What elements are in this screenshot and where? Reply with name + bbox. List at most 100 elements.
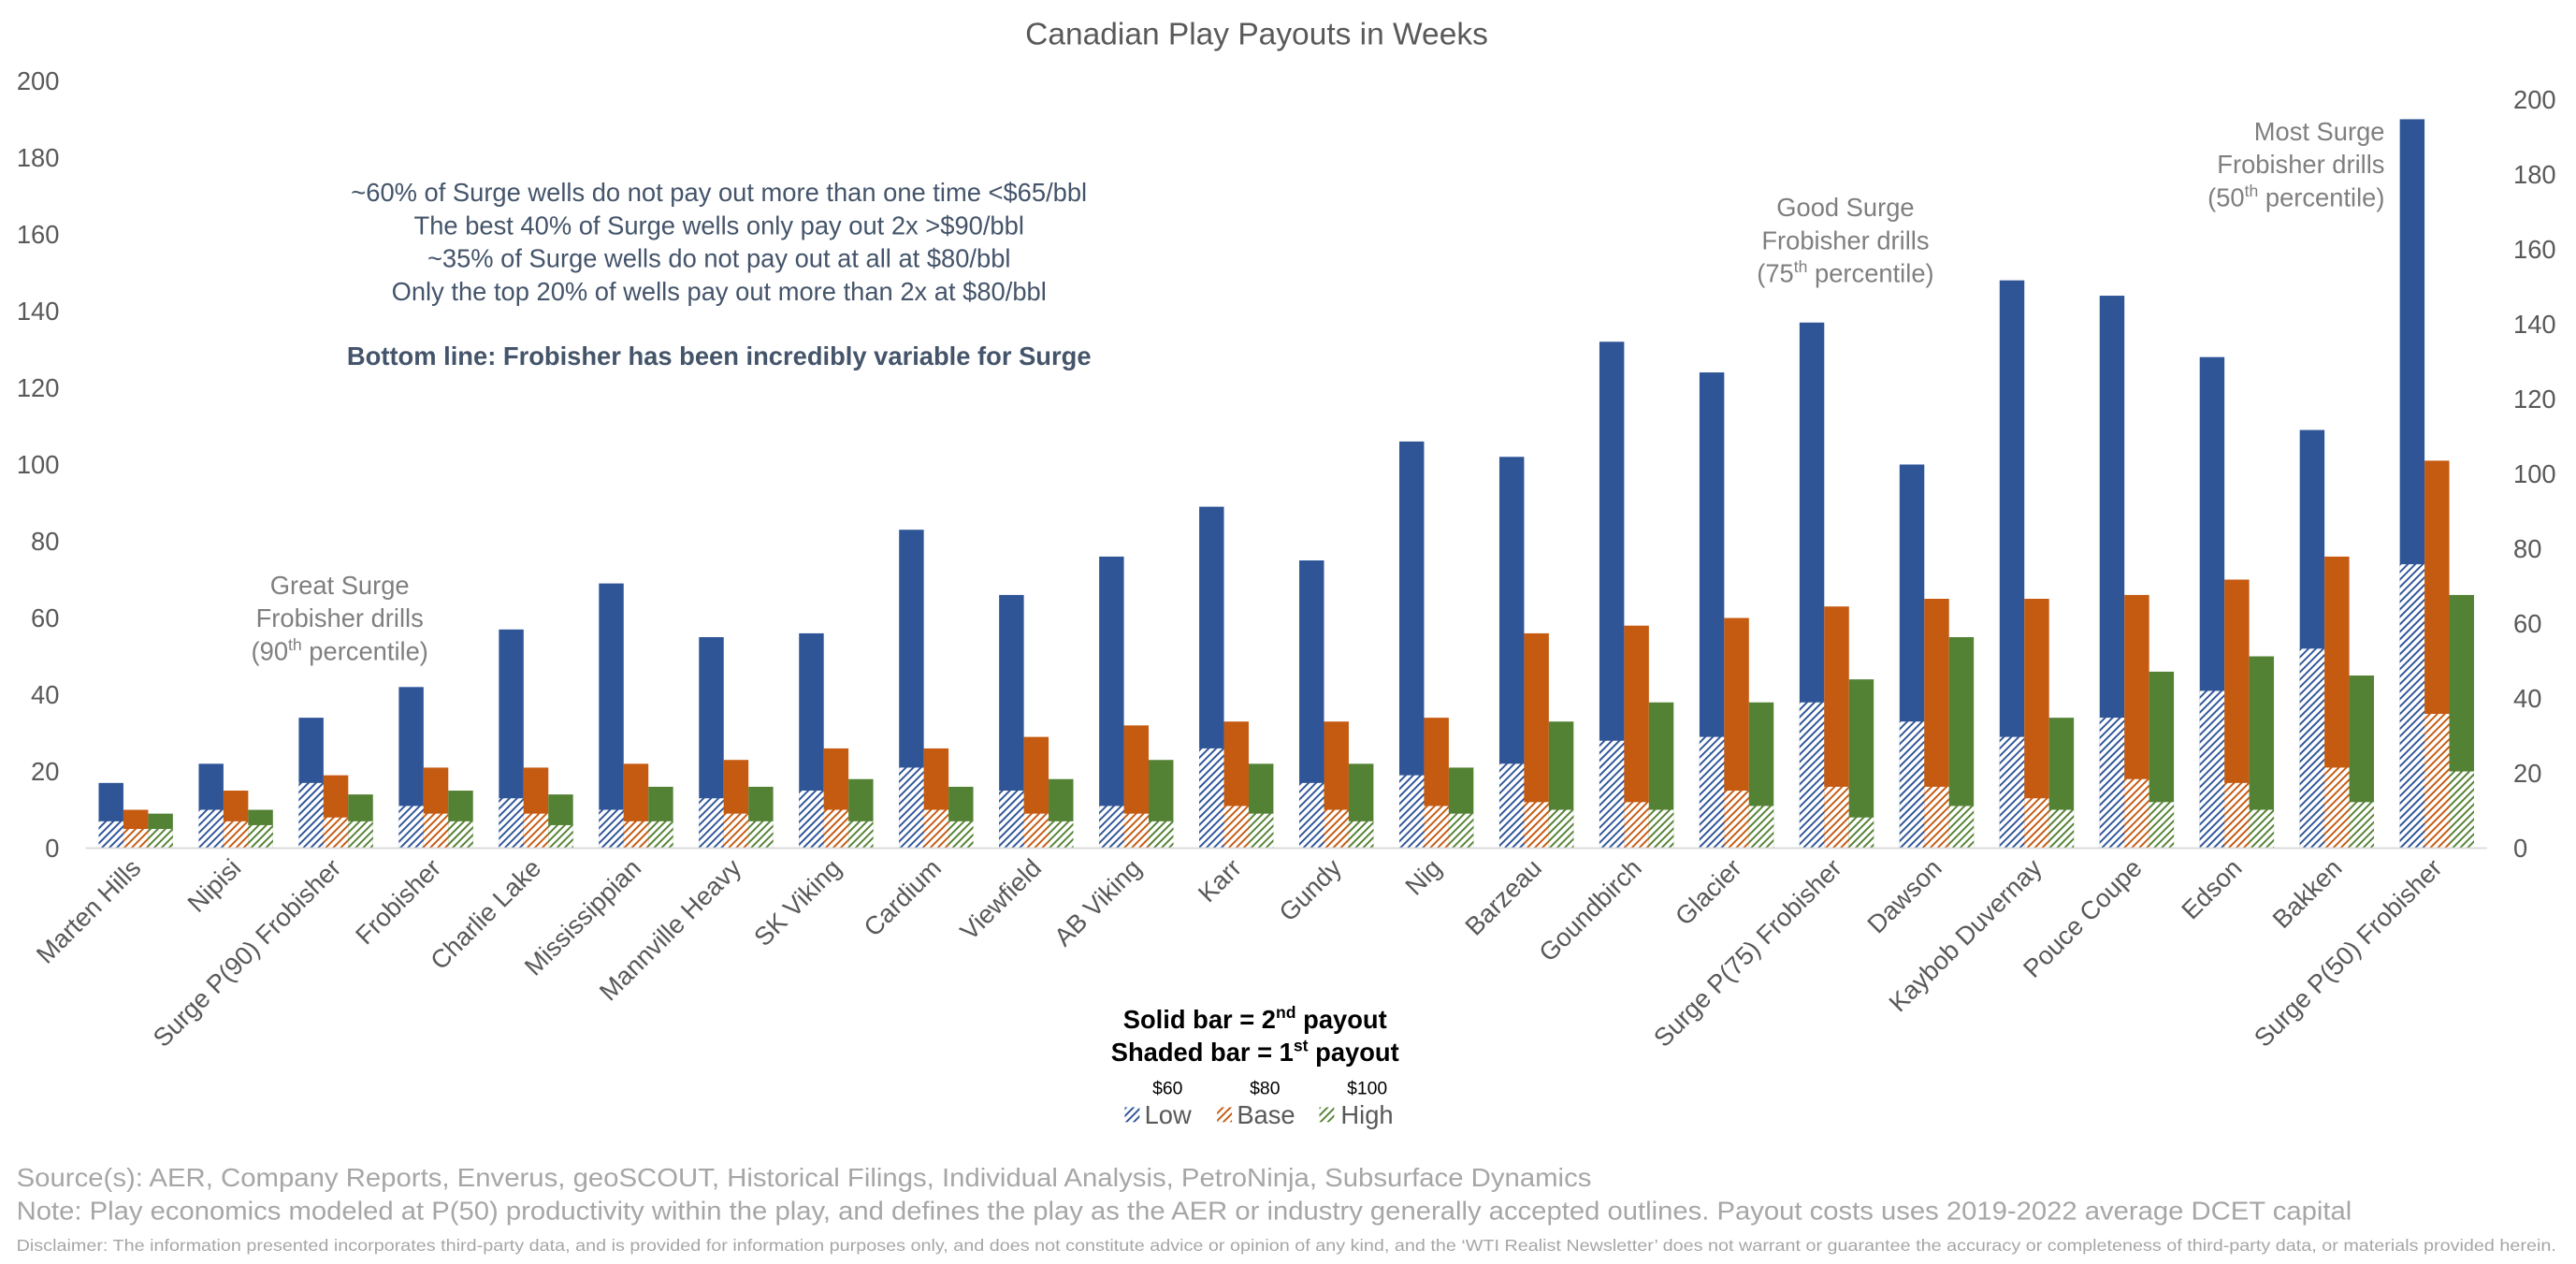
- y-left-tick-label: 0: [45, 834, 59, 863]
- commentary-line: ~35% of Surge wells do not pay out at al…: [427, 244, 1011, 273]
- disclaimer-text: Disclaimer: The information presented in…: [17, 1236, 2556, 1255]
- bar-high-first-payout: [2449, 771, 2474, 849]
- bar-low-first-payout: [2199, 690, 2225, 849]
- annotation-line: (75th percentile): [1757, 257, 1933, 288]
- bar-high-first-payout: [548, 824, 573, 849]
- category-frobisher: [398, 687, 473, 849]
- commentary-box: ~60% of Surge wells do not pay out more …: [347, 178, 1092, 370]
- category-nig: [1399, 441, 1474, 849]
- chart-title: Canadian Play Payouts in Weeks: [1025, 18, 1488, 52]
- annotation-most-surge: Most Surge Frobisher drills (50th percen…: [2207, 117, 2384, 212]
- y-right-tick-label: 140: [2513, 310, 2556, 339]
- x-tick-label: Dawson: [1861, 853, 1947, 939]
- annotation-line: Most Surge: [2254, 117, 2385, 146]
- annotation-superscript: th: [2245, 182, 2259, 200]
- bar-base-first-payout: [1524, 802, 1549, 849]
- bar-high-first-payout: [848, 821, 874, 849]
- bar-low-second-payout: [599, 583, 624, 849]
- commentary-line: ~60% of Surge wells do not pay out more …: [351, 178, 1087, 207]
- bar-low-first-payout: [499, 798, 524, 849]
- x-tick-label: Frobisher: [350, 853, 447, 951]
- bar-low-first-payout: [1599, 740, 1625, 849]
- y-right-tick-label: 180: [2513, 160, 2556, 189]
- bar-low-first-payout: [1799, 702, 1825, 849]
- bar-low-first-payout: [1899, 721, 1925, 849]
- legend-label-base: Base: [1237, 1100, 1295, 1129]
- x-tick-label: Marten Hills: [31, 853, 147, 969]
- legend-text: payout: [1309, 1038, 1399, 1067]
- bar-base-first-payout: [1824, 786, 1849, 849]
- y-left-tick-label: 120: [17, 373, 60, 402]
- bar-base-first-payout: [1324, 809, 1349, 849]
- bar-base-first-payout: [823, 809, 849, 849]
- category-nipisi: [198, 763, 273, 849]
- commentary-bottom-line: Bottom line: Frobisher has been incredib…: [347, 341, 1092, 370]
- bar-base-first-payout: [623, 821, 649, 849]
- bar-low-first-payout: [799, 791, 824, 849]
- bar-high-first-payout: [1149, 821, 1174, 849]
- annotation-line: (50th percentile): [2207, 182, 2384, 212]
- y-right-tick-label: 80: [2513, 534, 2541, 563]
- legend-swatch-low: [1124, 1107, 1140, 1123]
- bar-base-first-payout: [523, 813, 549, 849]
- bar-high-first-payout: [1848, 817, 1874, 849]
- legend: Solid bar = 2nd payout Shaded bar = 1st …: [1111, 1003, 1399, 1129]
- bar-base-first-payout: [1924, 786, 1949, 849]
- bar-base-first-payout: [1624, 802, 1649, 849]
- category-cardium: [899, 530, 974, 849]
- bar-low-first-payout: [1299, 782, 1324, 849]
- bar-low-first-payout: [699, 798, 724, 849]
- legend-superscript: st: [1294, 1036, 1309, 1054]
- bar-low-first-payout: [899, 767, 924, 849]
- bar-high-first-payout: [348, 821, 373, 849]
- legend-superscript: nd: [1276, 1003, 1296, 1022]
- bar-high-first-payout: [748, 821, 774, 849]
- bar-groups: [98, 119, 2474, 849]
- y-right-tick-label: 200: [2513, 85, 2556, 114]
- bar-low-first-payout: [2399, 564, 2425, 849]
- bar-low-first-payout: [1699, 736, 1725, 849]
- bar-low-first-payout: [2099, 718, 2125, 849]
- bar-high-first-payout: [1548, 809, 1574, 849]
- category-gundy: [1299, 559, 1374, 849]
- bar-high-first-payout: [1348, 821, 1374, 849]
- bar-high-first-payout: [648, 821, 673, 849]
- category-mississippian: [599, 583, 673, 849]
- annotation-text: percentile): [2258, 182, 2384, 211]
- x-tick-label: Viewfield: [954, 853, 1047, 946]
- annotation-text: (90: [252, 636, 288, 665]
- category-glacier: [1699, 372, 1774, 849]
- bar-high-first-payout: [948, 821, 974, 849]
- y-left-tick-label: 40: [31, 680, 59, 709]
- y-axis-left: 0 20 40 60 80 100 120 140 160 180 200: [17, 66, 60, 863]
- y-right-tick-label: 160: [2513, 235, 2556, 264]
- y-left-tick-label: 60: [31, 603, 59, 632]
- y-right-tick-label: 60: [2513, 609, 2541, 638]
- y-left-tick-label: 140: [17, 297, 60, 326]
- x-tick-label: Edson: [2176, 853, 2248, 925]
- x-tick-label: Gundy: [1273, 853, 1347, 927]
- x-tick-label: AB Viking: [1049, 853, 1147, 952]
- category-charlie-lake: [499, 629, 573, 849]
- legend-solid-caption: Solid bar = 2nd payout: [1123, 1003, 1387, 1034]
- category-surge-p-90-frobisher: [298, 718, 373, 849]
- x-tick-label: Surge P(75) Frobisher: [1648, 853, 1847, 1053]
- x-tick-label: Barzeau: [1459, 853, 1547, 941]
- commentary-line: Only the top 20% of wells pay out more t…: [392, 277, 1047, 306]
- bar-base-first-payout: [2024, 798, 2049, 849]
- category-surge-p-75-frobisher: [1799, 322, 1874, 849]
- y-left-tick-label: 180: [17, 143, 60, 172]
- annotation-line: Frobisher drills: [2217, 150, 2384, 179]
- bar-low-first-payout: [999, 791, 1024, 849]
- bar-base-first-payout: [923, 809, 949, 849]
- x-tick-label: SK Viking: [748, 853, 847, 952]
- x-tick-label: Bakken: [2266, 853, 2347, 934]
- annotation-good-surge: Good Surge Frobisher drills (75th percen…: [1757, 193, 1933, 288]
- category-bakken: [2299, 429, 2375, 849]
- bar-base-first-payout: [2224, 782, 2250, 849]
- x-tick-label: Goundbirch: [1533, 853, 1647, 967]
- category-dawson: [1899, 464, 1975, 849]
- legend-text: Shaded bar = 1: [1111, 1038, 1294, 1067]
- y-right-tick-label: 20: [2513, 759, 2541, 788]
